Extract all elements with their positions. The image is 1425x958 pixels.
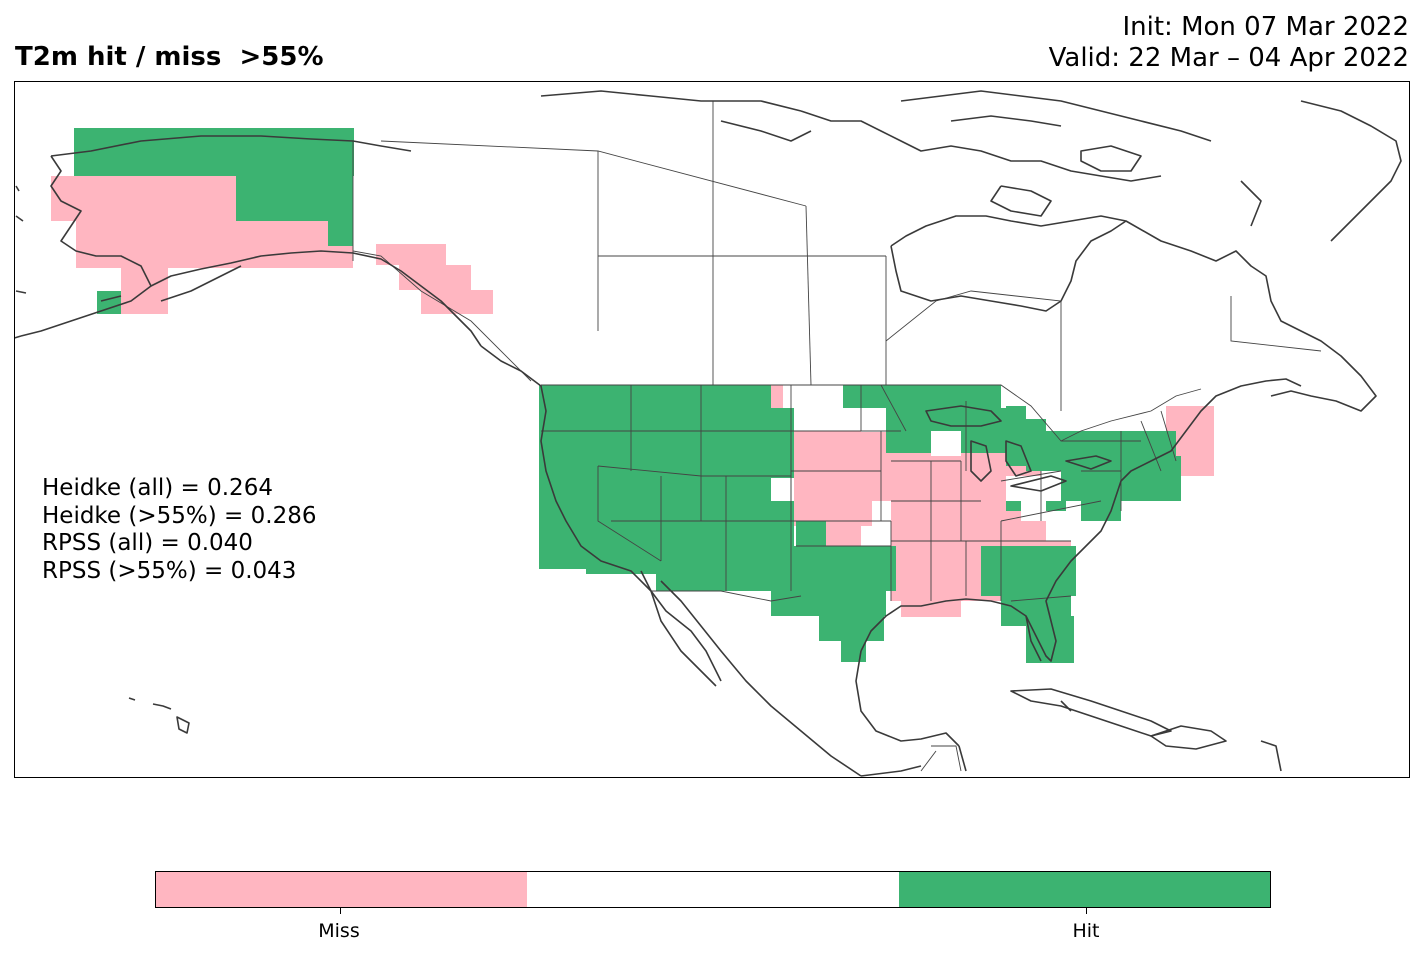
colorbar	[155, 871, 1271, 908]
no-signal-cell	[783, 385, 843, 408]
miss-cell	[794, 456, 872, 526]
colorbar-tick-miss	[340, 908, 341, 914]
colorbar-tick-hit	[1086, 908, 1087, 914]
init-date: Init: Mon 07 Mar 2022	[1122, 12, 1409, 42]
hit-cell	[539, 385, 771, 501]
map-panel	[14, 81, 1410, 778]
hit-cell	[981, 546, 1076, 596]
date-info: Init: Mon 07 Mar 2022 Valid: 22 Mar – 04…	[1049, 12, 1409, 74]
hit-cell	[328, 221, 353, 246]
miss-cell	[376, 244, 446, 265]
skill-scores: Heidke (all) = 0.264 Heidke (>55%) = 0.2…	[42, 475, 316, 585]
rpss-all-score: RPSS (all) = 0.040	[42, 530, 253, 556]
miss-cell	[821, 521, 861, 547]
hit-cell	[586, 546, 656, 574]
colorbar-miss-segment	[156, 872, 528, 907]
verification-grid	[51, 128, 1214, 663]
valid-period: Valid: 22 Mar – 04 Apr 2022	[1048, 43, 1409, 73]
heidke-55-score: Heidke (>55%) = 0.286	[42, 502, 317, 529]
colorbar-label-miss: Miss	[318, 920, 360, 942]
political-borders	[352, 101, 1322, 772]
hit-cell	[1006, 406, 1026, 466]
hit-cell	[771, 408, 794, 478]
hit-cell	[1026, 419, 1046, 471]
no-signal-cell	[931, 431, 961, 456]
heidke-all-score: Heidke (all) = 0.264	[42, 475, 273, 501]
no-signal-cell	[794, 408, 861, 431]
coastlines	[15, 90, 1402, 777]
hit-cell	[1026, 616, 1074, 663]
hit-cell	[236, 176, 353, 221]
colorbar-hit-segment	[898, 872, 1270, 907]
colorbar-neutral-segment	[527, 872, 899, 907]
hit-cell	[841, 616, 866, 662]
miss-cell	[51, 176, 236, 221]
hit-cell	[841, 385, 1001, 408]
forecast-map	[15, 90, 1402, 777]
miss-cell	[771, 385, 783, 410]
hit-cell	[796, 521, 826, 546]
map-title: T2m hit / miss >55%	[15, 42, 324, 72]
no-signal-cell	[1021, 501, 1046, 521]
colorbar-label-hit: Hit	[1072, 920, 1100, 942]
miss-cell	[76, 221, 353, 268]
rpss-55-score: RPSS (>55%) = 0.043	[42, 557, 297, 584]
no-signal-cell	[861, 408, 886, 432]
